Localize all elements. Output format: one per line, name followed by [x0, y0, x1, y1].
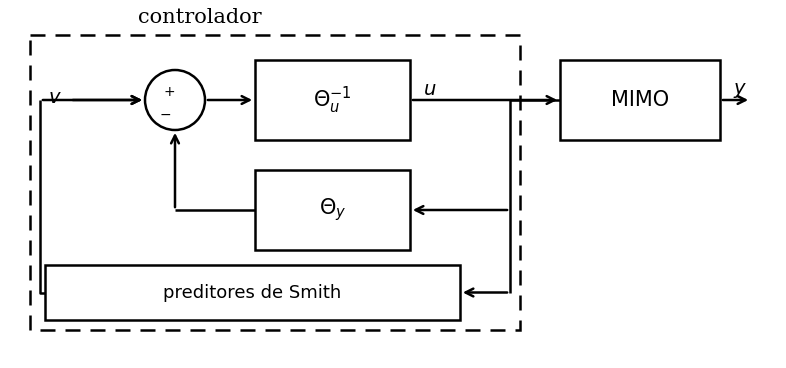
Text: $u$: $u$ — [423, 81, 437, 99]
Text: $y$: $y$ — [733, 81, 747, 99]
Bar — [30, 35, 520, 330]
Text: $+$: $+$ — [163, 85, 175, 99]
Bar — [255, 170, 410, 250]
Text: $\Theta_u^{-1}$: $\Theta_u^{-1}$ — [313, 84, 352, 116]
Bar — [560, 60, 720, 140]
Text: $\Theta_y$: $\Theta_y$ — [319, 197, 346, 223]
Text: $-$: $-$ — [159, 107, 171, 121]
Text: preditores de Smith: preditores de Smith — [163, 283, 342, 301]
Text: MIMO: MIMO — [611, 90, 669, 110]
Bar — [255, 60, 410, 140]
Bar — [45, 265, 460, 320]
Text: $v$: $v$ — [48, 89, 62, 107]
Text: controlador: controlador — [138, 8, 262, 27]
